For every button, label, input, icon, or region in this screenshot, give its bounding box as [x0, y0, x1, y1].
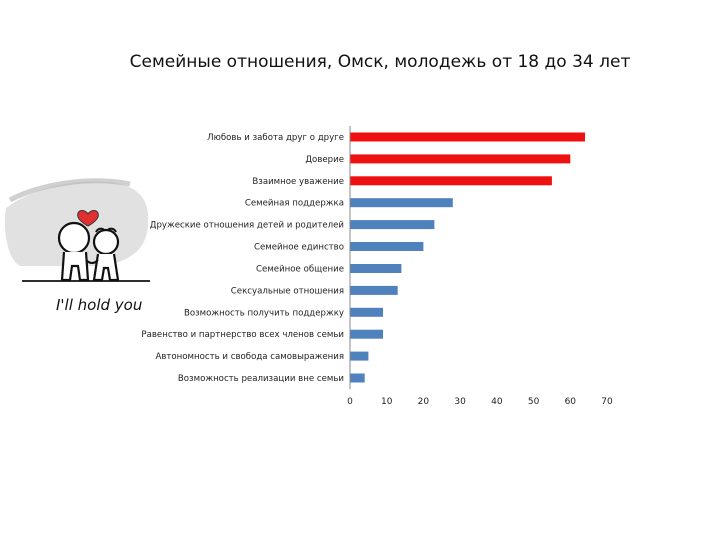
- category-label-5: Дружеские отношения детей и родителей: [150, 221, 344, 231]
- bar-5: [350, 220, 435, 230]
- x-tick-label-60: 60: [565, 397, 577, 407]
- category-label-2: Доверие: [305, 155, 344, 165]
- x-tick-label-0: 0: [347, 397, 353, 407]
- bar-2: [350, 154, 571, 164]
- figure-right-body: [92, 253, 120, 282]
- bar-3: [350, 176, 552, 186]
- bar-4: [350, 198, 453, 208]
- bar-10: [350, 329, 383, 339]
- bar-8: [350, 285, 398, 295]
- illustration-two-figures: I'll hold you: [4, 178, 150, 314]
- figure-left-body: [60, 251, 90, 282]
- category-label-10: Равенство и партнерство всех членов семь…: [141, 330, 344, 340]
- bar-11: [350, 351, 369, 361]
- figure-right-hair: [95, 227, 117, 233]
- x-tick-labels: 0 10 20 30 40 50 60 70: [347, 397, 613, 407]
- category-label-6: Семейное единство: [254, 243, 344, 253]
- x-tick-label-50: 50: [528, 397, 540, 407]
- category-label-3: Взаимное уважение: [252, 177, 344, 187]
- bar-1: [350, 132, 585, 142]
- category-label-1: Любовь и забота друг о друге: [207, 133, 344, 143]
- category-labels: Любовь и забота друг о друге Доверие Взаим…: [141, 133, 344, 384]
- bar-7: [350, 264, 402, 273]
- illustration-caption: I'll hold you: [56, 296, 142, 314]
- x-tick-label-20: 20: [418, 397, 430, 407]
- x-tick-label-10: 10: [381, 397, 393, 407]
- chart-title: Семейные отношения, Омск, молодежь от 18…: [129, 52, 631, 72]
- heart-icon: [77, 209, 99, 227]
- bar-12: [350, 373, 365, 383]
- bar-6: [350, 242, 424, 251]
- x-tick-label-40: 40: [491, 397, 503, 407]
- bars-layer: [350, 132, 585, 383]
- category-label-9: Возможность получить поддержку: [184, 308, 344, 318]
- category-label-4: Семейная поддержка: [245, 199, 344, 209]
- category-label-12: Возможность реализации вне семьи: [178, 374, 344, 384]
- holding-hands: [85, 259, 99, 264]
- x-tick-label-30: 30: [454, 397, 466, 407]
- category-label-11: Автономность и свобода самовыражения: [155, 352, 344, 362]
- category-label-7: Семейное общение: [256, 265, 344, 275]
- bar-9: [350, 307, 383, 317]
- brush-stroke: [8, 178, 131, 203]
- category-label-8: Сексуальные отношения: [231, 286, 344, 296]
- x-tick-label-70: 70: [601, 397, 613, 407]
